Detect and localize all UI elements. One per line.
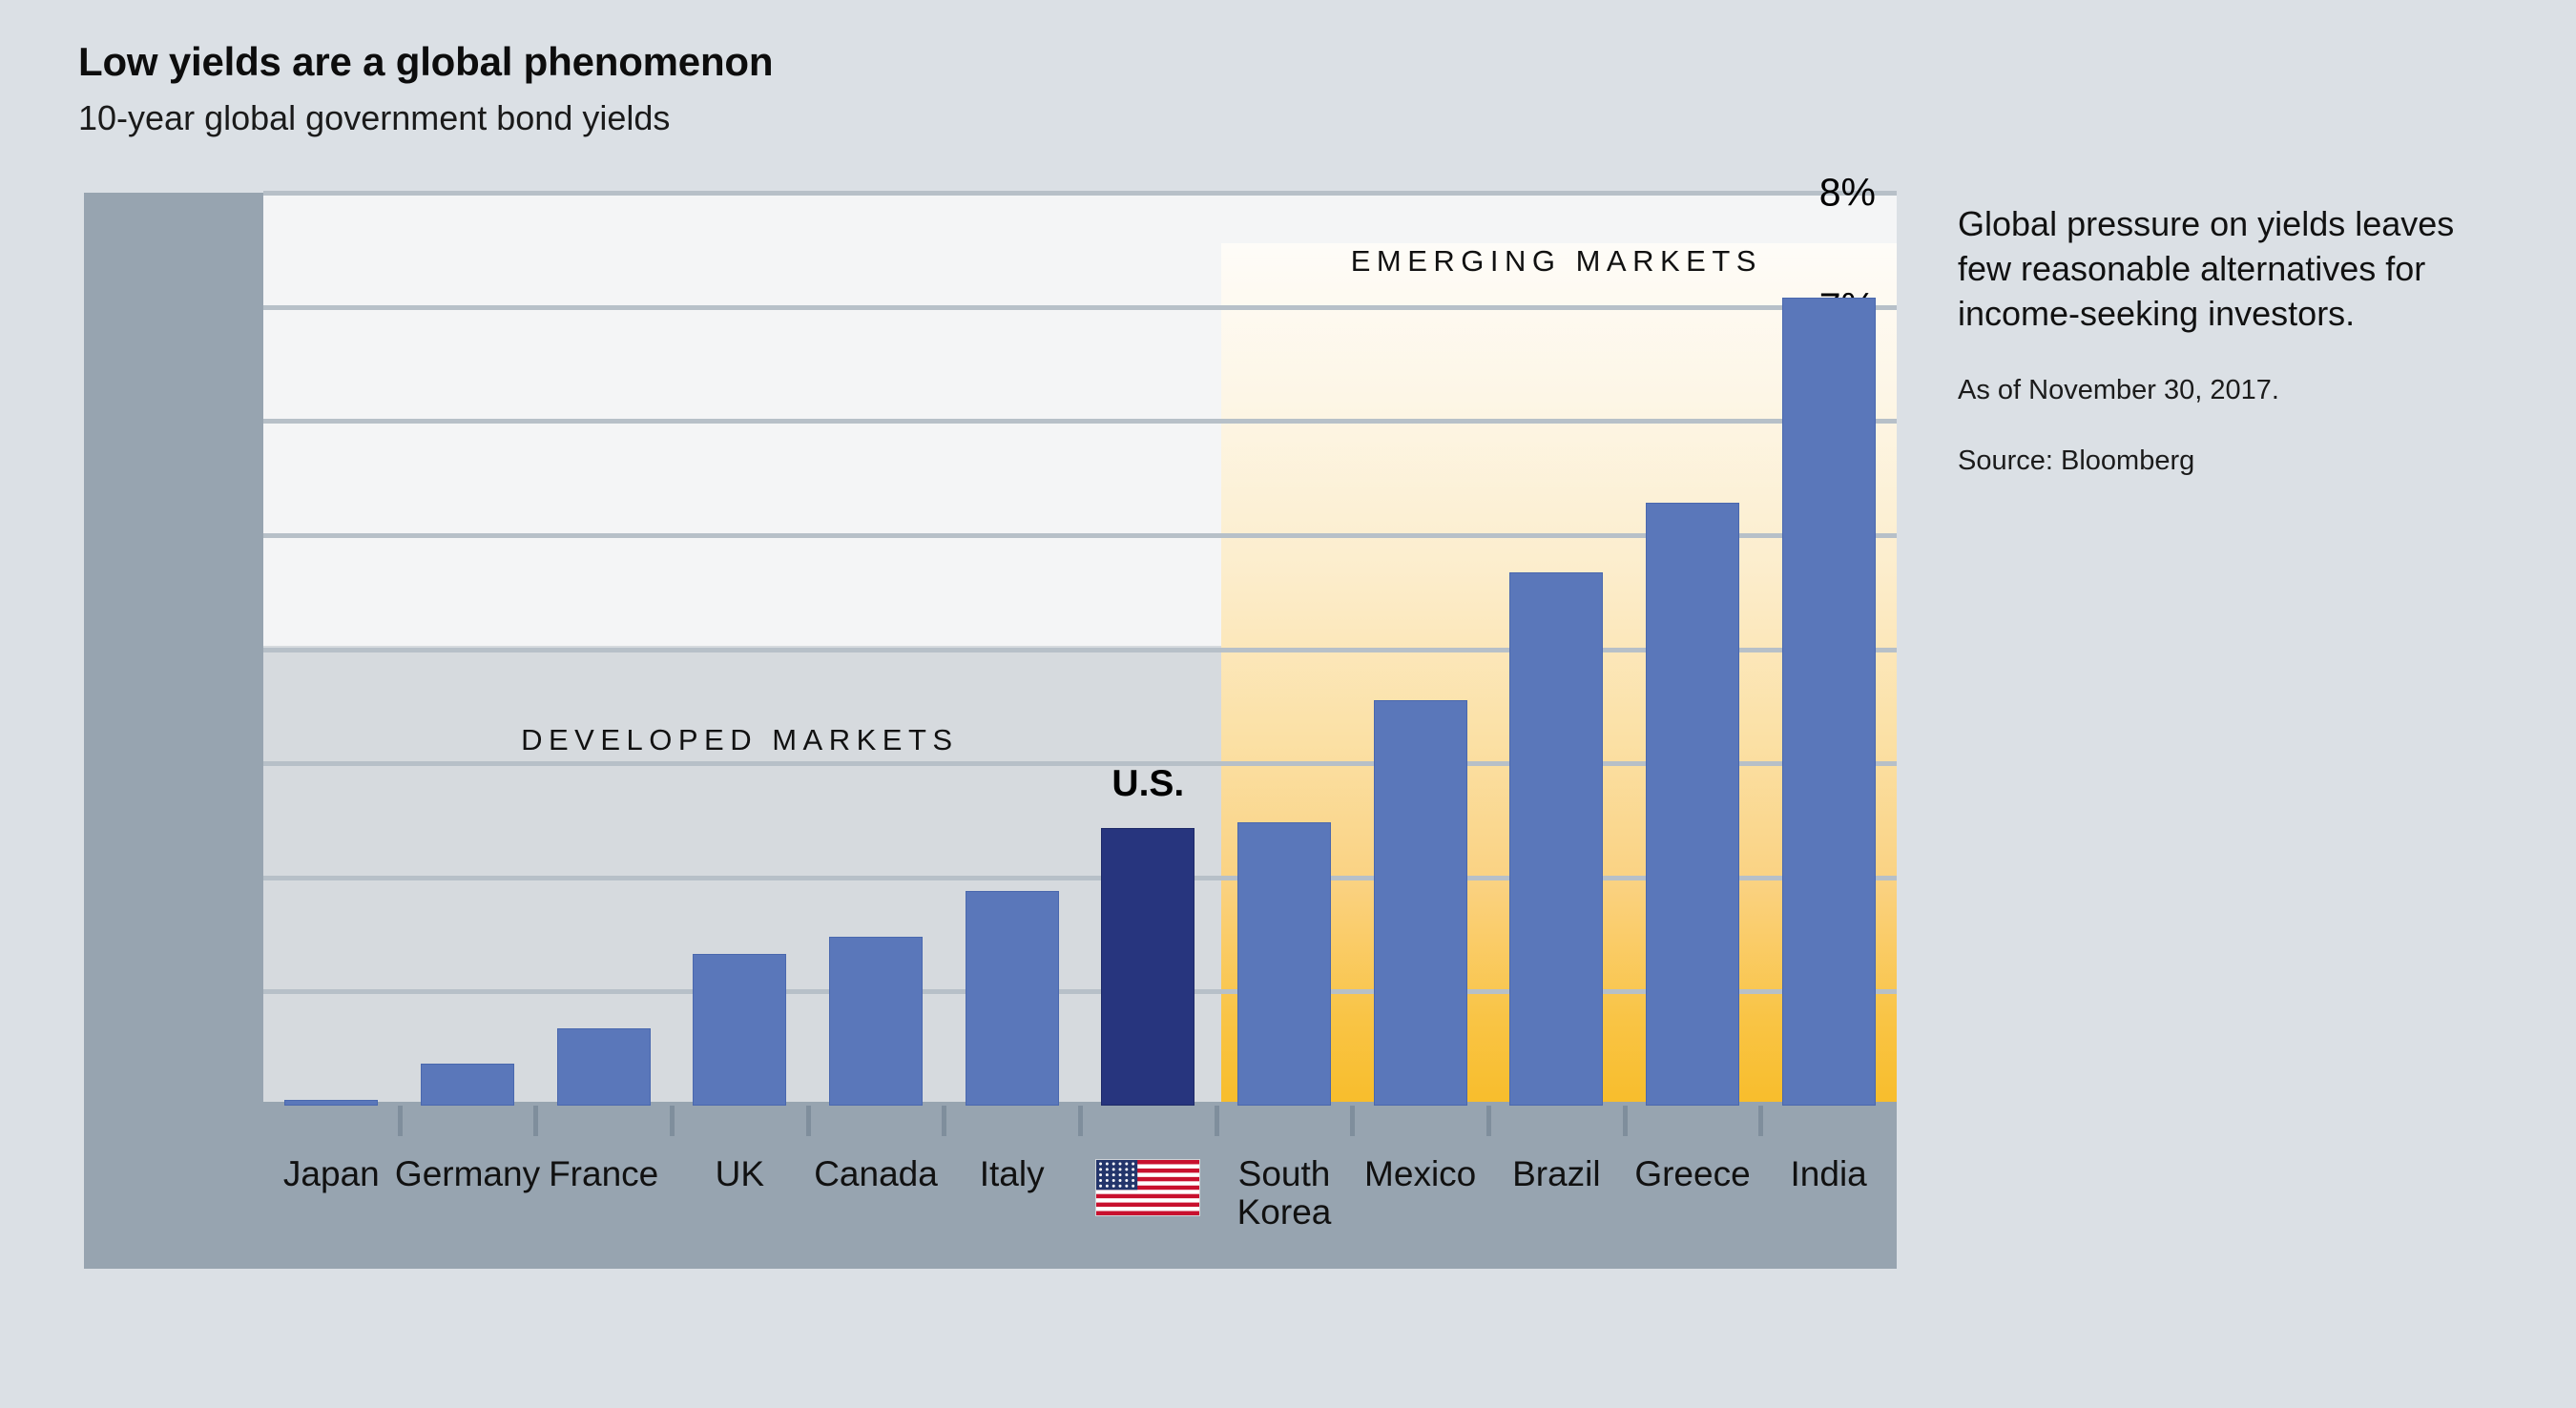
sidebar-source: Source: Bloomberg xyxy=(1958,445,2195,476)
page-title: Low yields are a global phenomenon xyxy=(78,39,774,84)
bar-south-korea[interactable] xyxy=(1237,822,1331,1106)
x-axis-tick xyxy=(533,1106,539,1136)
gridline xyxy=(263,761,1897,767)
bar-slot xyxy=(829,193,923,1106)
x-axis-label-japan: Japan xyxy=(282,1154,380,1193)
x-axis-tick xyxy=(670,1106,675,1136)
x-axis-tick xyxy=(1214,1106,1219,1136)
bar-slot xyxy=(421,193,514,1106)
x-axis-tick xyxy=(1078,1106,1083,1136)
y-axis xyxy=(84,193,263,1106)
bar-india[interactable] xyxy=(1781,298,1876,1106)
x-axis-tick xyxy=(397,1106,403,1136)
gridline xyxy=(263,647,1897,652)
x-axis-tick xyxy=(1758,1106,1764,1136)
developed-markets-caption: DEVELOPED MARKETS xyxy=(521,723,959,757)
sidebar: Global pressure on yields leaves few rea… xyxy=(1958,202,2511,480)
x-axis-label-mexico: Mexico xyxy=(1364,1154,1477,1193)
emerging-markets-caption: EMERGING MARKETS xyxy=(1350,243,1762,278)
bar-slot xyxy=(1646,193,1739,1106)
bar-italy[interactable] xyxy=(965,891,1059,1106)
us-highlight-label: U.S. xyxy=(1111,763,1185,805)
x-axis-label-south-korea: South Korea xyxy=(1236,1154,1332,1232)
axis-baseline xyxy=(263,1102,1897,1106)
header: Low yields are a global phenomenon 10-ye… xyxy=(78,39,774,137)
bar-japan[interactable] xyxy=(284,1100,379,1106)
x-axis-label-greece: Greece xyxy=(1634,1154,1751,1193)
gridline xyxy=(263,419,1897,424)
us-flag-icon xyxy=(1095,1159,1201,1216)
gridline xyxy=(263,989,1897,995)
x-axis-label-india: India xyxy=(1790,1154,1867,1193)
bar-greece[interactable] xyxy=(1646,503,1739,1106)
page-subtitle: 10-year global government bond yields xyxy=(78,98,671,137)
gridline xyxy=(263,191,1897,196)
sidebar-as-of: As of November 30, 2017. xyxy=(1958,375,2279,406)
x-axis-label-italy: Italy xyxy=(979,1154,1045,1193)
bar-brazil[interactable] xyxy=(1509,572,1604,1106)
bar-slot xyxy=(1781,193,1876,1106)
chart-panel: 8%7%6%5%4%3%2%1%0% DEVELOPED MARKETS EME… xyxy=(84,173,1897,1269)
sidebar-lead-text: Global pressure on yields leaves few rea… xyxy=(1958,204,2455,333)
bar-slot xyxy=(556,193,651,1106)
x-axis-tick xyxy=(1622,1106,1628,1136)
x-axis-tick xyxy=(805,1106,811,1136)
bar-slot xyxy=(1237,193,1331,1106)
bar-slot xyxy=(965,193,1059,1106)
x-axis-label-germany: Germany xyxy=(394,1154,541,1193)
y-axis-tick-label: 8% xyxy=(1818,170,1876,215)
bar-germany[interactable] xyxy=(421,1063,514,1106)
bar-france[interactable] xyxy=(556,1027,651,1106)
x-axis-label-brazil: Brazil xyxy=(1512,1154,1601,1193)
bar-slot xyxy=(1509,193,1604,1106)
bar-u-s-[interactable] xyxy=(1101,828,1195,1106)
bar-slot xyxy=(1373,193,1467,1106)
x-axis-label-france: France xyxy=(549,1154,659,1193)
x-axis-tick xyxy=(1486,1106,1491,1136)
bar-slot xyxy=(1101,193,1195,1106)
x-axis-label-canada: Canada xyxy=(814,1154,938,1193)
x-axis-label-uk: UK xyxy=(715,1154,765,1193)
gridline xyxy=(263,532,1897,538)
gridline xyxy=(263,875,1897,880)
x-axis-tick xyxy=(942,1106,947,1136)
bar-mexico[interactable] xyxy=(1373,700,1467,1106)
x-axis-tick xyxy=(1350,1106,1356,1136)
x-axis: Japan Germany France UK Canada Italy South Kor… xyxy=(263,1106,1897,1269)
bar-slot xyxy=(693,193,787,1106)
bar-series xyxy=(263,193,1897,1106)
bar-uk[interactable] xyxy=(693,953,787,1106)
bar-slot xyxy=(284,193,379,1106)
gridline xyxy=(263,304,1897,310)
bar-canada[interactable] xyxy=(829,936,923,1106)
